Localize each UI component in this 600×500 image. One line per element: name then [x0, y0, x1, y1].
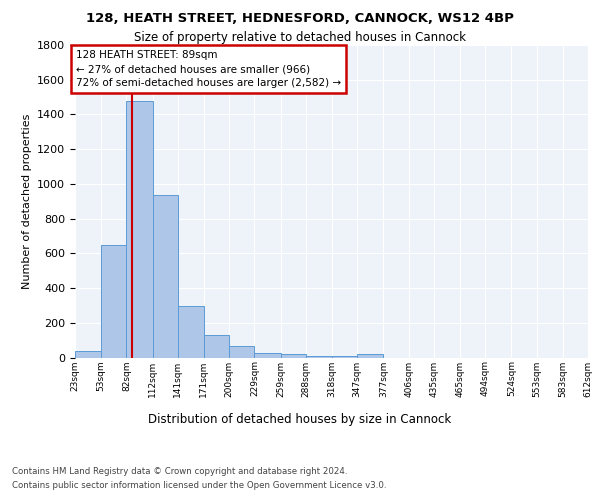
Bar — [127, 100, 152, 358]
Bar — [101, 244, 127, 358]
Bar — [204, 335, 229, 357]
Bar — [306, 356, 332, 358]
Bar — [332, 356, 357, 358]
Text: 128 HEATH STREET: 89sqm
← 27% of detached houses are smaller (966)
72% of semi-d: 128 HEATH STREET: 89sqm ← 27% of detache… — [76, 50, 341, 88]
Text: 128, HEATH STREET, HEDNESFORD, CANNOCK, WS12 4BP: 128, HEATH STREET, HEDNESFORD, CANNOCK, … — [86, 12, 514, 24]
Bar — [357, 354, 383, 358]
Text: Size of property relative to detached houses in Cannock: Size of property relative to detached ho… — [134, 31, 466, 44]
Bar — [281, 354, 306, 358]
Text: Contains public sector information licensed under the Open Government Licence v3: Contains public sector information licen… — [12, 481, 386, 490]
Bar — [178, 306, 204, 358]
Text: Contains HM Land Registry data © Crown copyright and database right 2024.: Contains HM Land Registry data © Crown c… — [12, 468, 347, 476]
Bar — [152, 195, 178, 358]
Bar — [254, 353, 281, 358]
Y-axis label: Number of detached properties: Number of detached properties — [22, 114, 32, 289]
Text: Distribution of detached houses by size in Cannock: Distribution of detached houses by size … — [148, 412, 452, 426]
Bar — [229, 346, 254, 358]
Bar — [75, 352, 101, 358]
